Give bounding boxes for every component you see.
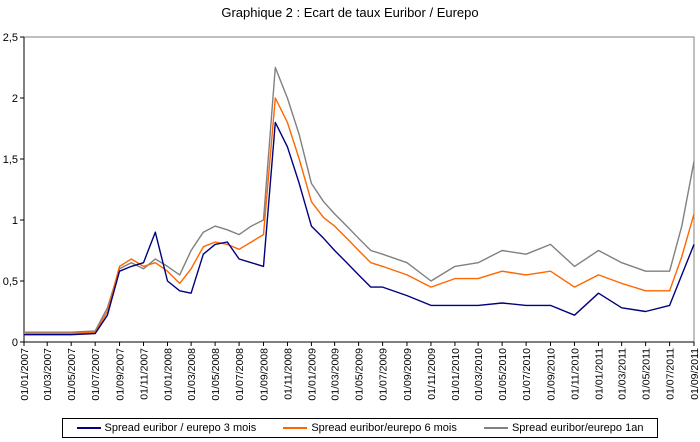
x-tick-label: 01/11/2010 (569, 348, 581, 400)
chart-title: Graphique 2 : Ecart de taux Euribor / Eu… (221, 5, 479, 20)
x-tick-label: 01/03/2007 (42, 348, 54, 401)
x-tick-label: 01/05/2007 (66, 348, 78, 401)
y-tick-label: 1 (12, 215, 18, 227)
legend-label: Spread euribor/eurepo 1an (511, 422, 644, 434)
legend-item-3: Spread euribor/eurepo 1an (483, 422, 644, 434)
x-tick-label: 01/07/2007 (90, 348, 102, 401)
x-tick-label: 01/03/2010 (473, 348, 485, 401)
legend-swatch (76, 427, 101, 429)
plot-border (23, 36, 695, 343)
series-line-2 (24, 97, 695, 335)
legend-swatch (283, 427, 308, 429)
y-tick-label: 0,5 (3, 276, 18, 288)
x-tick-label: 01/11/2009 (426, 348, 438, 400)
x-tick-label: 01/09/2009 (402, 348, 414, 401)
x-tick-label: 01/01/2007 (19, 348, 31, 401)
legend-item-1: Spread euribor / eurepo 3 mois (76, 422, 257, 434)
x-tick-label: 01/09/2010 (545, 348, 557, 401)
legend-label: Spread euribor / eurepo 3 mois (104, 422, 257, 434)
x-tick-label: 01/03/2009 (330, 348, 342, 401)
x-tick-label: 01/05/2008 (210, 348, 222, 401)
x-tick-label: 01/03/2008 (186, 348, 198, 401)
x-tick-label: 01/07/2009 (378, 348, 390, 401)
x-tick-label: 01/07/2011 (665, 348, 677, 400)
x-tick-label: 01/09/2008 (258, 348, 270, 401)
x-tick-label: 01/03/2011 (617, 348, 629, 400)
x-tick-label: 01/07/2008 (234, 348, 246, 401)
x-tick-label: 01/11/2008 (282, 348, 294, 400)
series-line-1 (24, 121, 695, 336)
legend-label: Spread euribor/eurepo 6 mois (311, 422, 457, 434)
x-tick-label: 01/09/2011 (689, 348, 700, 400)
y-tick-label: 1,5 (3, 154, 18, 166)
x-tick-label: 01/11/2007 (139, 348, 151, 400)
x-tick-label: 01/01/2011 (593, 348, 605, 400)
y-tick-label: 2,5 (3, 32, 18, 44)
x-tick-label: 01/05/2010 (497, 348, 509, 401)
legend: Spread euribor / eurepo 3 mois Spread eur… (62, 418, 658, 438)
series-line-3 (24, 66, 695, 333)
x-tick-label: 01/09/2007 (115, 348, 127, 401)
x-tick-label: 01/01/2009 (306, 348, 318, 401)
y-tick-label: 2 (12, 93, 18, 105)
x-tick-label: 01/05/2009 (354, 348, 366, 401)
legend-swatch (483, 427, 508, 429)
legend-item-2: Spread euribor/eurepo 6 mois (283, 422, 457, 434)
x-tick-label: 01/07/2010 (521, 348, 533, 401)
y-tick-label: 0 (12, 337, 18, 349)
x-tick-label: 01/05/2011 (641, 348, 653, 400)
x-tick-label: 01/01/2008 (163, 348, 175, 401)
x-tick-label: 01/01/2010 (450, 348, 462, 401)
